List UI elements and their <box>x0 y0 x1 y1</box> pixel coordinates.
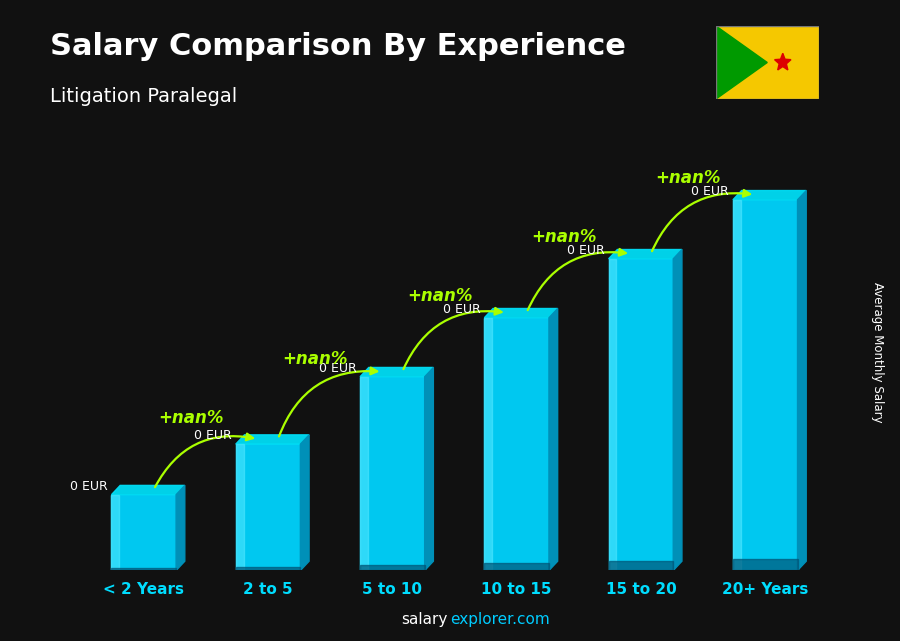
Polygon shape <box>673 249 682 570</box>
Polygon shape <box>176 485 184 570</box>
Text: explorer.com: explorer.com <box>450 612 550 627</box>
Bar <box>733 200 797 570</box>
Text: +nan%: +nan% <box>158 409 224 428</box>
Polygon shape <box>425 367 434 570</box>
Polygon shape <box>775 53 791 70</box>
Bar <box>236 567 301 570</box>
Bar <box>608 259 617 570</box>
Polygon shape <box>301 435 309 570</box>
Polygon shape <box>797 190 806 570</box>
Text: Average Monthly Salary: Average Monthly Salary <box>871 282 884 423</box>
Bar <box>733 200 741 570</box>
Text: +nan%: +nan% <box>531 228 597 246</box>
Bar <box>733 560 797 570</box>
Bar <box>112 568 176 570</box>
Bar <box>236 444 301 570</box>
Polygon shape <box>608 249 682 259</box>
Polygon shape <box>549 308 558 570</box>
Bar <box>608 561 673 570</box>
Text: +nan%: +nan% <box>407 287 472 305</box>
Text: +nan%: +nan% <box>283 350 348 369</box>
Bar <box>484 563 549 570</box>
Polygon shape <box>236 435 309 444</box>
Polygon shape <box>484 308 558 318</box>
Text: 0 EUR: 0 EUR <box>194 429 232 442</box>
Bar <box>360 565 425 570</box>
Text: 0 EUR: 0 EUR <box>319 362 356 374</box>
Polygon shape <box>112 485 184 495</box>
Polygon shape <box>716 26 819 99</box>
Text: Salary Comparison By Experience: Salary Comparison By Experience <box>50 32 625 61</box>
Polygon shape <box>360 367 434 377</box>
Bar <box>360 377 425 570</box>
Bar <box>360 377 368 570</box>
Polygon shape <box>733 190 806 200</box>
Text: Litigation Paralegal: Litigation Paralegal <box>50 87 237 106</box>
Text: 0 EUR: 0 EUR <box>443 303 481 315</box>
Text: 0 EUR: 0 EUR <box>70 479 108 492</box>
Bar <box>484 318 549 570</box>
Polygon shape <box>716 26 767 99</box>
Bar <box>112 495 176 570</box>
Text: 0 EUR: 0 EUR <box>691 185 729 197</box>
Bar <box>484 318 492 570</box>
Bar <box>236 444 244 570</box>
Text: +nan%: +nan% <box>655 169 721 187</box>
Text: salary: salary <box>400 612 447 627</box>
Text: 0 EUR: 0 EUR <box>567 244 605 256</box>
Bar <box>112 495 119 570</box>
Bar <box>608 259 673 570</box>
